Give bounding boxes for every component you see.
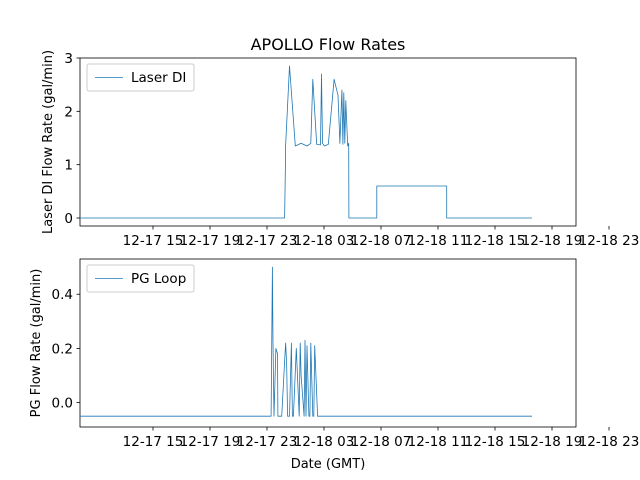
x-tick-label: 12-18 11 xyxy=(408,233,469,249)
y-tick-label: 0.4 xyxy=(52,287,73,303)
x-tick-label: 12-18 19 xyxy=(522,233,583,249)
x-tick-label: 12-18 03 xyxy=(294,434,355,450)
x-tick-label: 12-18 15 xyxy=(465,233,526,249)
laser-di-series-line xyxy=(80,65,532,219)
x-tick-label: 12-17 15 xyxy=(123,434,184,450)
y-tick-label: 0.2 xyxy=(52,341,73,357)
top-y-ticks: 0 1 2 3 xyxy=(64,51,80,227)
pg-loop-series-line xyxy=(80,266,532,417)
top-series-group xyxy=(80,65,532,219)
y-tick-label: 0.0 xyxy=(52,396,73,412)
x-tick-label: 12-18 23 xyxy=(579,233,640,249)
top-legend-box xyxy=(86,63,195,92)
x-tick-label: 12-18 23 xyxy=(579,434,640,450)
y-tick-label: 0 xyxy=(64,211,73,227)
x-tick-label: 12-17 23 xyxy=(237,434,298,450)
x-tick-label: 12-18 07 xyxy=(351,434,412,450)
bottom-series-group xyxy=(80,266,532,417)
x-axis-label: Date (GMT) xyxy=(291,457,366,472)
y-tick-label: 1 xyxy=(64,158,73,174)
x-tick-label: 12-17 23 xyxy=(237,233,298,249)
x-tick-label: 12-17 19 xyxy=(180,233,241,249)
bottom-plot-frame xyxy=(79,258,577,428)
bottom-legend-label: PG Loop xyxy=(131,271,186,287)
bottom-legend: PG Loop xyxy=(86,264,195,293)
chart-title: APOLLO Flow Rates xyxy=(251,35,406,54)
y-tick-label: 2 xyxy=(64,104,73,120)
top-y-axis-label: Laser DI Flow Rate (gal/min) xyxy=(41,50,56,234)
x-tick-label: 12-18 15 xyxy=(465,434,526,450)
x-tick-label: 12-17 15 xyxy=(123,233,184,249)
bottom-y-ticks: 0.0 0.2 0.4 xyxy=(52,287,80,412)
y-tick-label: 3 xyxy=(64,51,73,67)
x-tick-label: 12-18 07 xyxy=(351,233,412,249)
top-legend-label: Laser DI xyxy=(131,70,186,86)
x-tick-label: 12-18 19 xyxy=(522,434,583,450)
x-tick-label: 12-18 11 xyxy=(408,434,469,450)
top-plot-frame xyxy=(79,57,577,227)
top-legend: Laser DI xyxy=(86,63,195,92)
x-tick-label: 12-18 03 xyxy=(294,233,355,249)
bottom-y-axis-label: PG Flow Rate (gal/min) xyxy=(29,269,44,418)
x-tick-label: 12-17 19 xyxy=(180,434,241,450)
bottom-legend-box xyxy=(86,264,195,293)
